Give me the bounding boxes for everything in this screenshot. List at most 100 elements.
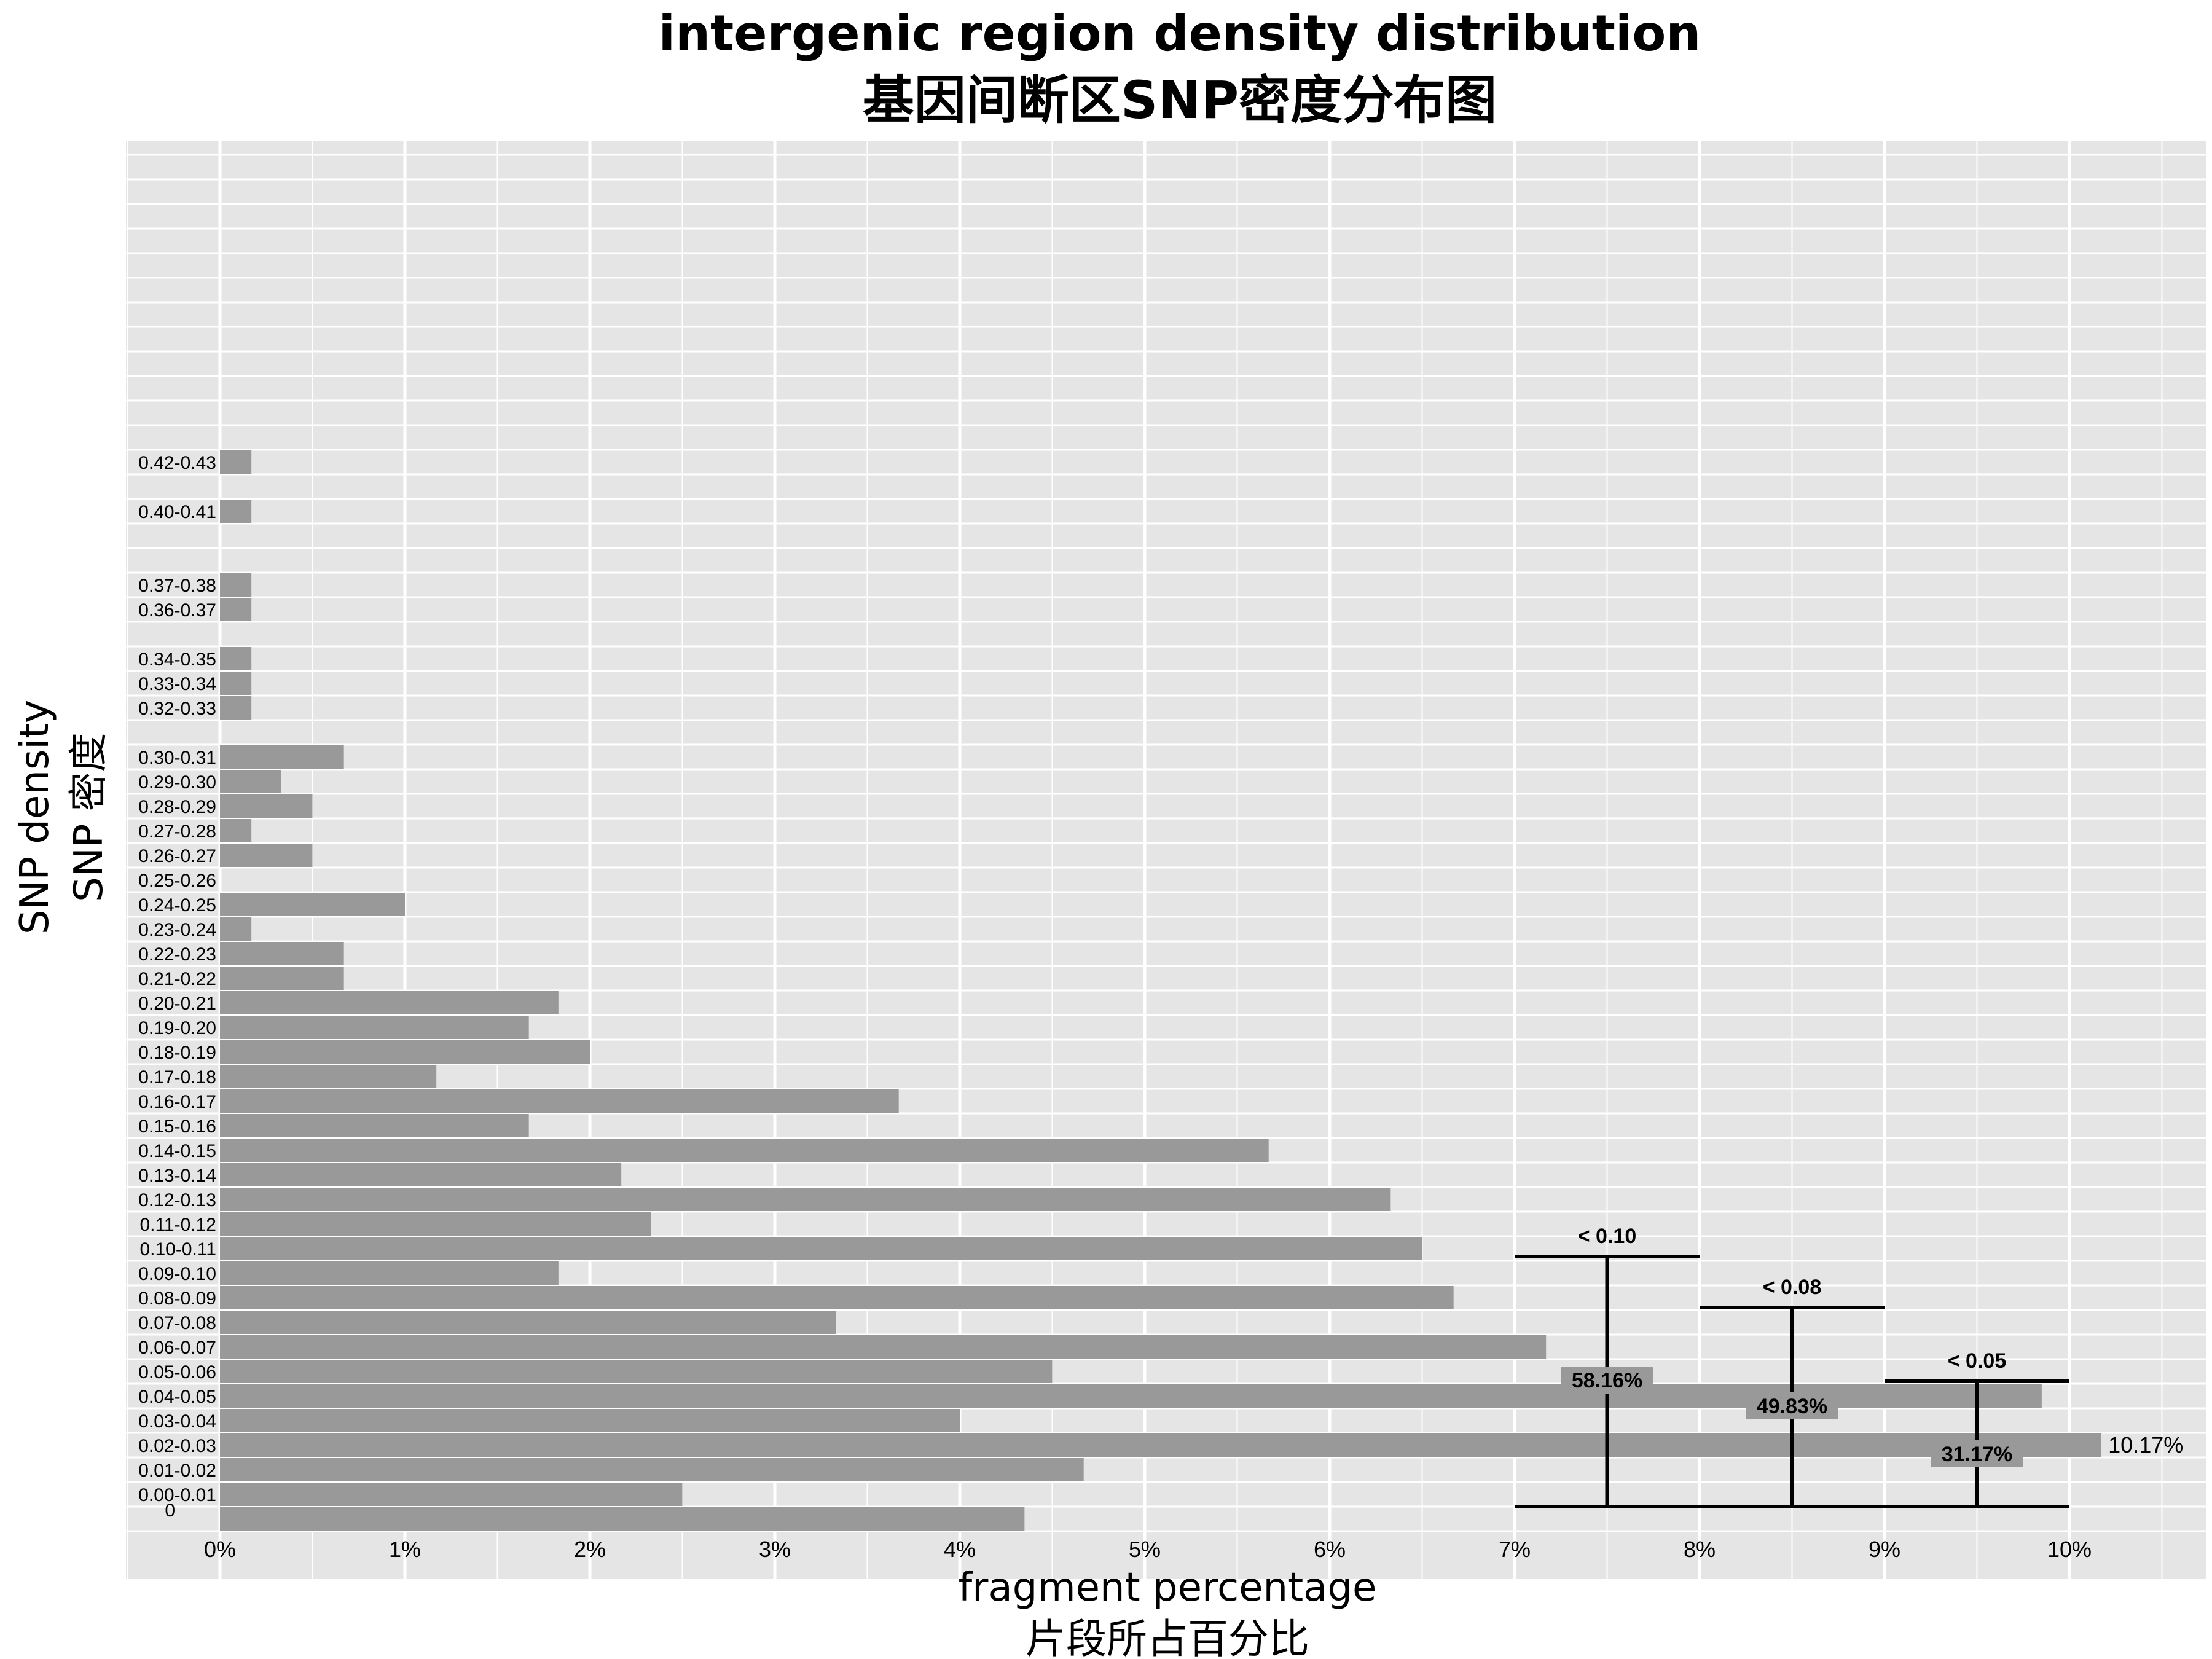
x-tick-label: 2% [574,1537,606,1562]
bar-0.20-0.21 [220,991,559,1014]
bar-0.29-0.30 [220,770,281,793]
y-tick-label: 0.34-0.35 [138,649,216,670]
y-tick-labels: 00.00-0.01 0.01-0.02 0.02-0.03 0.03-0.04 0.0… [138,453,216,1521]
percent-label: 31.17% [1942,1443,2012,1466]
bar-0.02-0.03 [220,1433,2101,1457]
y-tick-label: 0.14-0.15 [138,1141,216,1161]
bar-0.37-0.38 [220,573,252,597]
y-tick-label: 0.07-0.08 [138,1313,216,1333]
bar-0.28-0.29 [220,794,313,818]
bar-0 [220,1507,1025,1531]
y-tick-label: 0.36-0.37 [138,600,216,621]
bar-0.22-0.23 [220,942,344,965]
annotation-3: < 0.05 31.17% [1885,1349,2069,1507]
y-tick-label: 0.00-0.01 [138,1485,216,1505]
y-tick-label: 0.13-0.14 [138,1166,216,1186]
percent-label-bg [1561,1367,1653,1394]
y-axis-title: SNP density [12,700,58,935]
annotation-1: < 0.10 58.16% [1515,1225,1700,1507]
y-tick-label: 0.15-0.16 [138,1116,216,1137]
y-tick-label: 0.27-0.28 [138,822,216,842]
y-tick-label: 0.06-0.07 [138,1338,216,1358]
y-tick-label: 0.29-0.30 [138,772,216,793]
chart-subtitle: 基因间断区SNP密度分布图 [863,70,1497,130]
bar-0.32-0.33 [220,696,252,720]
bar-0.33-0.34 [220,672,252,695]
threshold-label: < 0.08 [1763,1276,1821,1299]
horizontal-gridlines [126,154,2206,1532]
bar-0.04-0.05 [220,1384,2042,1408]
bar-0.21-0.22 [220,967,344,990]
bar-0.40-0.41 [220,500,252,523]
x-tick-label: 4% [944,1537,976,1562]
y-tick-label: 0.40-0.41 [138,502,216,522]
y-tick-label: 0.03-0.04 [138,1411,216,1432]
bar-0.26-0.27 [220,844,313,867]
x-tick-label: 6% [1314,1537,1346,1562]
percent-label-bg [1931,1440,2023,1467]
threshold-label: < 0.10 [1578,1225,1636,1248]
annotation-2: < 0.08 49.83% [1700,1276,1885,1507]
y-tick-label: 0.23-0.24 [138,920,216,940]
bar-0.12-0.13 [220,1188,1391,1211]
bar-0.13-0.14 [220,1163,622,1186]
y-tick-label: 0.32-0.33 [138,699,216,719]
bar-0.06-0.07 [220,1335,1547,1359]
bar-0.00-0.01 [220,1483,683,1506]
y-tick-label: 0.30-0.31 [138,748,216,768]
x-tick-labels: 0% 1% 2% 3% 4% 5% 6% 7% 8% 9% 10% [204,1537,2092,1562]
percent-label: 49.83% [1757,1395,1827,1418]
y-tick-label: 0.11-0.12 [139,1215,216,1235]
y-tick-label: 0.24-0.25 [138,895,216,916]
bar-0.08-0.09 [220,1286,1454,1309]
y-tick-label: 0.04-0.05 [138,1387,216,1407]
y-tick-label: 0.25-0.26 [138,871,216,891]
bar-0.42-0.43 [220,450,252,474]
x-tick-label: 3% [759,1537,791,1562]
bar-0.24-0.25 [220,893,405,916]
bar-0.18-0.19 [220,1040,590,1064]
y-tick-label: 0.12-0.13 [138,1190,216,1210]
bar-0.05-0.06 [220,1360,1053,1383]
bars: 10.17% [220,450,2183,1531]
percent-label: 58.16% [1572,1369,1642,1392]
x-axis-title: fragment percentage [959,1565,1377,1610]
x-tick-label: 7% [1499,1537,1531,1562]
y-tick-label: 0.21-0.22 [138,969,216,989]
y-tick-label: 0.17-0.18 [138,1067,216,1088]
y-tick-label: 0.42-0.43 [138,453,216,473]
percent-label-bg [1746,1392,1838,1419]
bar-0.14-0.15 [220,1139,1269,1162]
x-tick-label: 9% [1869,1537,1900,1562]
y-tick-label: 0.02-0.03 [138,1436,216,1456]
bar-0.36-0.37 [220,598,252,621]
y-tick-label: 0.05-0.06 [138,1362,216,1382]
x-tick-label: 1% [389,1537,421,1562]
bar-0.23-0.24 [220,917,252,941]
bar-0.19-0.20 [220,1016,529,1039]
max-bar-value-label: 10.17% [2108,1432,2183,1457]
bar-0.16-0.17 [220,1089,899,1113]
bar-0.10-0.11 [220,1237,1422,1260]
x-axis-subtitle: 片段所占百分比 [1026,1615,1309,1659]
chart-title: intergenic region density distribution [659,5,1701,62]
bar-0.30-0.31 [220,745,344,769]
y-tick-label: 0.37-0.38 [138,576,216,596]
y-tick-label: 0.28-0.29 [138,797,216,817]
y-tick-label: 0.19-0.20 [138,1018,216,1038]
bar-0.15-0.16 [220,1114,529,1137]
y-tick-label: 0.18-0.19 [138,1043,216,1063]
x-tick-label: 8% [1684,1537,1716,1562]
threshold-label: < 0.05 [1948,1349,2006,1373]
y-tick-label: 0.33-0.34 [138,674,216,694]
y-tick-label: 0.01-0.02 [138,1461,216,1481]
threshold-annotations: < 0.10 58.16% < 0.08 49.83% < 0.05 31.17% [1515,1225,2069,1508]
y-tick-label: 0.22-0.23 [138,944,216,965]
y-tick-label: 0.10-0.11 [139,1239,216,1260]
x-tick-label: 0% [204,1537,236,1562]
x-tick-label: 10% [2047,1537,2092,1562]
y-tick-label: 0.09-0.10 [138,1264,216,1284]
x-tick-label: 5% [1129,1537,1161,1562]
y-tick-label: 0.16-0.17 [138,1092,216,1112]
